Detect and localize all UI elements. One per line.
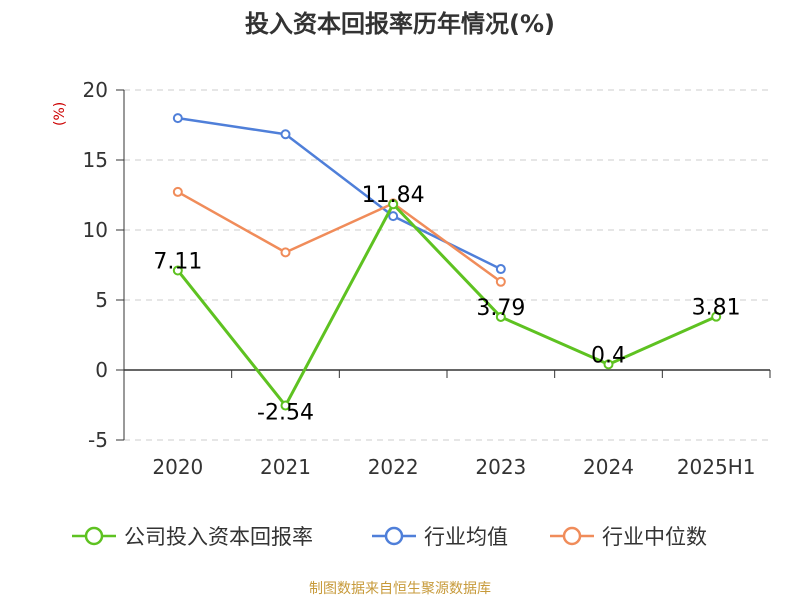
- legend-item-industry-median[interactable]: 行业中位数: [548, 520, 707, 552]
- legend-label-industry-median: 行业中位数: [602, 525, 707, 549]
- legend-label-company-roic: 公司投入资本回报率: [124, 525, 313, 549]
- legend-circle-company-roic: [84, 526, 104, 546]
- data-label-company-roic: 11.84: [362, 183, 425, 208]
- y-tick-label: 0: [95, 358, 108, 382]
- data-label-company-roic: 7.11: [153, 249, 202, 274]
- legend-marker-company-roic: [72, 526, 116, 546]
- series-line-company-roic: [176, 202, 717, 408]
- data-label-company-roic: 3.79: [476, 296, 525, 321]
- y-tick-label: 15: [83, 148, 108, 172]
- data-point-industry-mean: [495, 264, 506, 275]
- legend-item-industry-mean[interactable]: 行业均值: [370, 520, 508, 552]
- data-point-company-roic: [172, 265, 183, 276]
- legend-label-industry-mean: 行业均值: [424, 525, 508, 549]
- x-tick-label: 2020: [152, 455, 203, 479]
- y-tick-label: 5: [95, 288, 108, 312]
- data-source-note: 制图数据来自恒生聚源数据库: [309, 581, 491, 597]
- data-point-industry-median: [495, 276, 506, 287]
- legend: 公司投入资本回报率 行业均值 行业中位数: [70, 520, 770, 552]
- data-point-industry-mean: [172, 113, 183, 124]
- legend-item-company-roic[interactable]: 公司投入资本回报率: [70, 520, 313, 552]
- legend-circle-industry-mean: [384, 526, 404, 546]
- x-tick-label: 2022: [368, 455, 419, 479]
- data-label-company-roic: -2.54: [257, 401, 314, 426]
- data-point-company-roic: [280, 400, 291, 411]
- chart-title: 投入资本回报率历年情况(%): [245, 10, 555, 38]
- legend-circle-industry-median: [562, 526, 582, 546]
- x-tick-label: 2023: [475, 455, 526, 479]
- y-tick-label: -5: [88, 428, 108, 452]
- x-tick-label: 2024: [583, 455, 634, 479]
- legend-marker-industry-median: [550, 526, 594, 546]
- data-label-company-roic: 0.4: [591, 343, 626, 368]
- x-tick-label: 2021: [260, 455, 311, 479]
- data-point-industry-median: [172, 186, 183, 197]
- data-point-industry-median: [280, 247, 291, 258]
- data-point-company-roic: [711, 311, 722, 322]
- data-point-industry-mean: [388, 211, 399, 222]
- data-point-industry-mean: [280, 129, 291, 140]
- y-tick-label: 20: [83, 78, 108, 102]
- x-tick-label: 2025H1: [677, 455, 756, 479]
- data-point-company-roic: [495, 311, 506, 322]
- data-point-company-roic: [603, 359, 614, 370]
- series-line-industry-median: [177, 190, 502, 283]
- y-tick-label: 10: [83, 218, 108, 242]
- data-label-company-roic: 3.81: [692, 296, 741, 321]
- legend-marker-industry-mean: [372, 526, 416, 546]
- data-point-company-roic: [388, 199, 399, 210]
